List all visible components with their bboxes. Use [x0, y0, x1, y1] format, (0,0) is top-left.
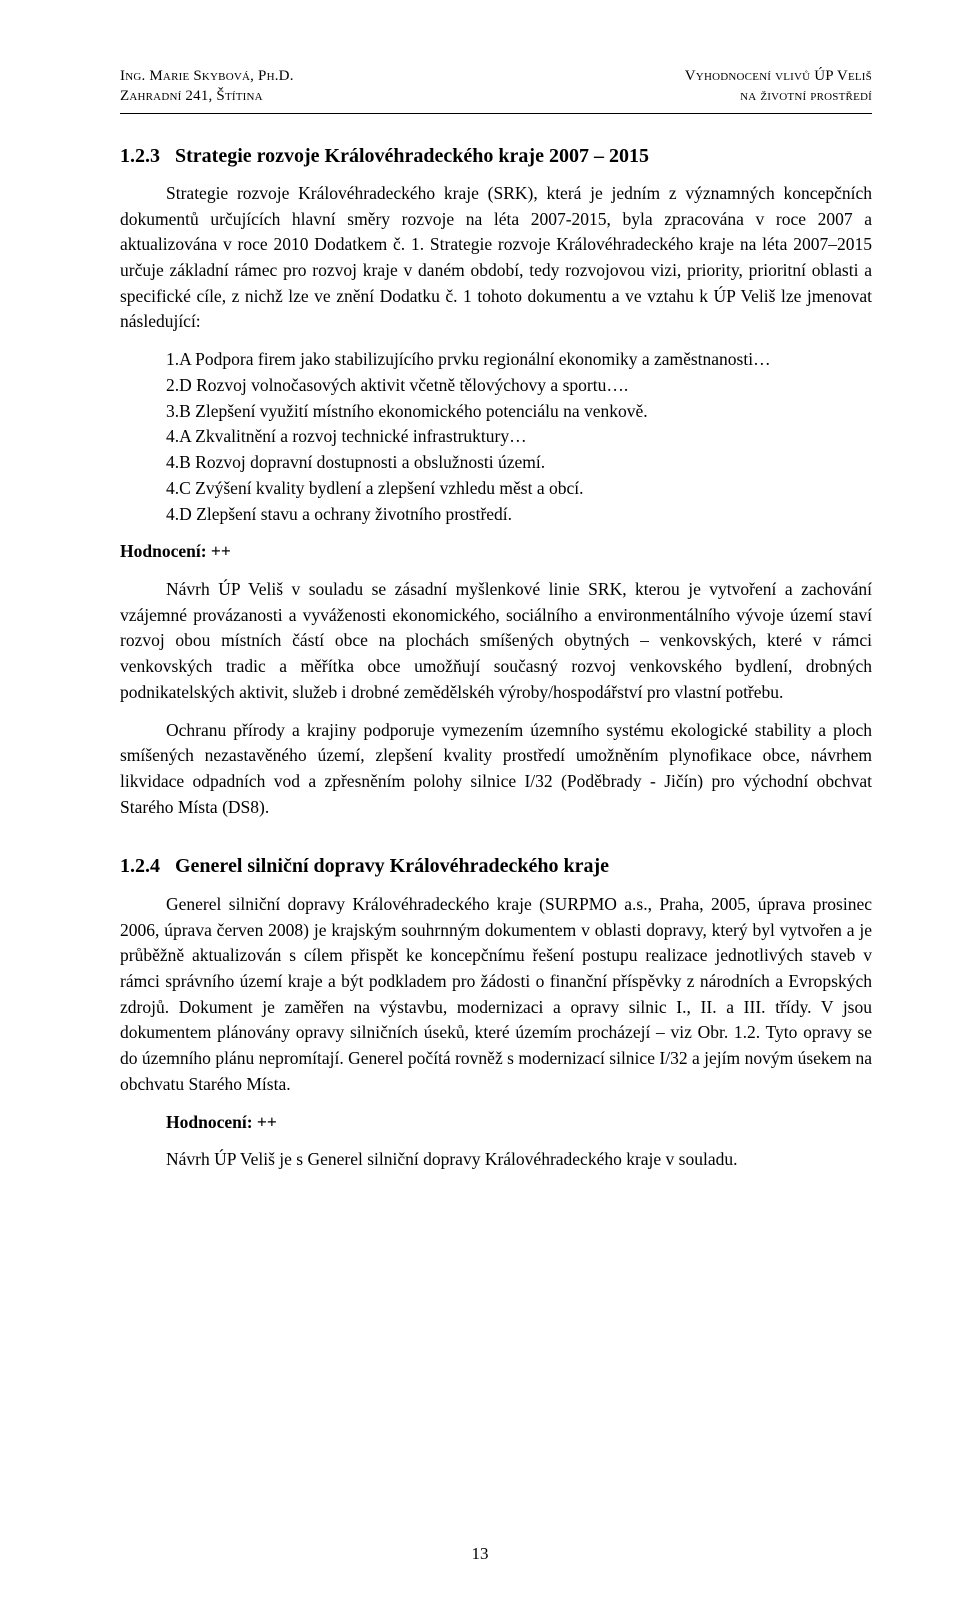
- section1-para3: Ochranu přírody a krajiny podporuje vyme…: [120, 718, 872, 821]
- page-number: 13: [0, 1544, 960, 1564]
- list-item: 4.C Zvýšení kvality bydlení a zlepšení v…: [166, 476, 872, 502]
- list-item: 4.A Zkvalitnění a rozvoj technické infra…: [166, 424, 872, 450]
- section1-para2: Návrh ÚP Veliš v souladu se zásadní myšl…: [120, 577, 872, 706]
- section1-para1: Strategie rozvoje Královéhradeckého kraj…: [120, 181, 872, 335]
- list-item: 4.D Zlepšení stavu a ochrany životního p…: [166, 502, 872, 528]
- doc-title-line2: na životní prostředí: [685, 86, 872, 106]
- section-heading-1-2-4: 1.2.4 Generel silniční dopravy Královéhr…: [120, 852, 872, 881]
- rating-label: Hodnocení: ++: [166, 1110, 872, 1136]
- doc-title-line1: Vyhodnocení vlivů ÚP Veliš: [685, 66, 872, 86]
- list-item: 4.B Rozvoj dopravní dostupnosti a obsluž…: [166, 450, 872, 476]
- section-number: 1.2.3: [120, 142, 160, 171]
- rating-label: Hodnocení: ++: [120, 539, 872, 565]
- section-title: Generel silniční dopravy Královéhradecké…: [175, 855, 609, 877]
- list-item: 3.B Zlepšení využití místního ekonomické…: [166, 399, 872, 425]
- section2-para2: Návrh ÚP Veliš je s Generel silniční dop…: [120, 1147, 872, 1173]
- header-right: Vyhodnocení vlivů ÚP Veliš na životní pr…: [685, 66, 872, 107]
- author-name: Ing. Marie Skybová, Ph.D.: [120, 66, 294, 86]
- running-header: Ing. Marie Skybová, Ph.D. Zahradní 241, …: [120, 66, 872, 107]
- list-item: 2.D Rozvoj volnočasových aktivit včetně …: [166, 373, 872, 399]
- header-rule: [120, 113, 872, 114]
- section-title: Strategie rozvoje Královéhradeckého kraj…: [175, 145, 649, 167]
- section1-list: 1.A Podpora firem jako stabilizujícího p…: [166, 347, 872, 527]
- author-address: Zahradní 241, Štítina: [120, 86, 294, 106]
- header-left: Ing. Marie Skybová, Ph.D. Zahradní 241, …: [120, 66, 294, 107]
- page: Ing. Marie Skybová, Ph.D. Zahradní 241, …: [0, 0, 960, 1600]
- section-number: 1.2.4: [120, 852, 160, 881]
- list-item: 1.A Podpora firem jako stabilizujícího p…: [166, 347, 872, 373]
- section-heading-1-2-3: 1.2.3 Strategie rozvoje Královéhradeckéh…: [120, 142, 872, 171]
- section2-para1: Generel silniční dopravy Královéhradecké…: [120, 892, 872, 1098]
- body-text: 1.2.3 Strategie rozvoje Královéhradeckéh…: [120, 142, 872, 1174]
